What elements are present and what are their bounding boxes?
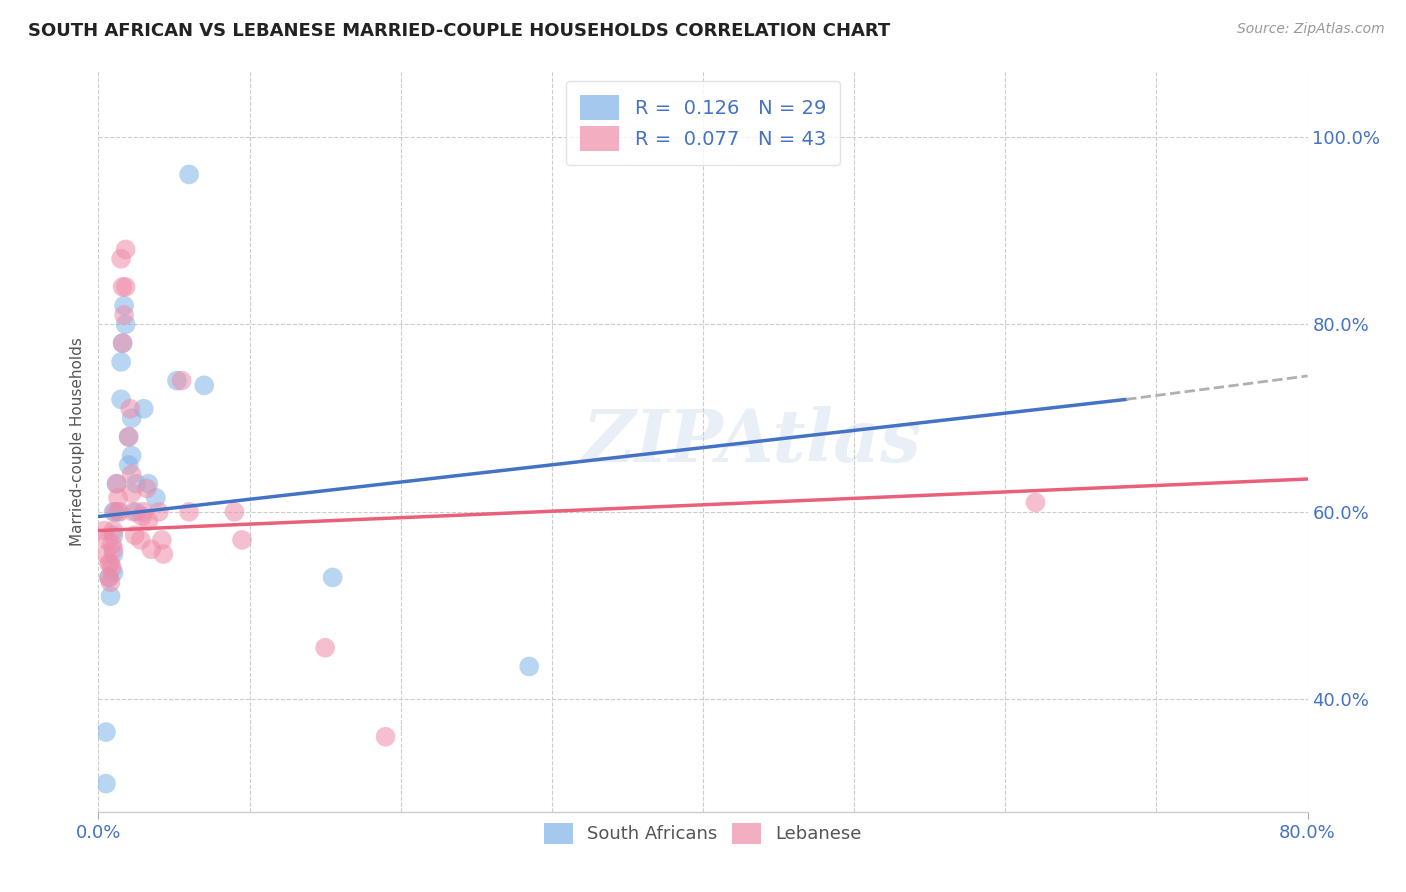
Point (121, 449, 143, 463)
Point (114, 243, 136, 257)
Point (103, 524, 125, 538)
Point (179, 505, 201, 519)
Point (100, 557, 122, 571)
Point (112, 299, 135, 313)
Point (136, 476, 159, 491)
Point (314, 640, 336, 655)
Point (125, 505, 148, 519)
Text: Source: ZipAtlas.com: Source: ZipAtlas.com (1237, 22, 1385, 37)
Point (517, 659, 540, 673)
Point (94, 725, 117, 739)
Point (111, 336, 134, 351)
Point (104, 505, 127, 519)
Point (111, 280, 134, 294)
Point (120, 401, 142, 416)
Point (121, 411, 143, 425)
Point (103, 566, 125, 580)
Point (110, 355, 132, 369)
Point (114, 318, 136, 332)
Point (103, 505, 125, 519)
Point (145, 491, 167, 505)
Point (121, 486, 143, 500)
Point (94, 776, 117, 790)
Point (105, 476, 128, 491)
Point (131, 509, 153, 524)
Point (103, 547, 125, 561)
Point (125, 476, 148, 491)
Point (108, 505, 131, 519)
Point (114, 280, 136, 294)
Point (141, 542, 163, 557)
Point (105, 476, 128, 491)
Point (374, 730, 396, 744)
Legend: South Africans, Lebanese: South Africans, Lebanese (537, 815, 869, 851)
Point (98, 570, 121, 584)
Point (103, 542, 125, 557)
Point (118, 430, 141, 444)
Point (98, 557, 121, 571)
Point (118, 458, 141, 472)
Point (94, 547, 117, 561)
Point (193, 378, 215, 392)
Point (132, 505, 155, 519)
Point (150, 533, 173, 547)
Point (107, 505, 129, 519)
Point (152, 547, 174, 561)
Text: ZIPAtlas: ZIPAtlas (582, 406, 921, 477)
Point (121, 467, 143, 482)
Point (98, 570, 121, 584)
Point (110, 392, 132, 407)
Point (136, 514, 159, 528)
Y-axis label: Married-couple Households: Married-couple Households (70, 337, 86, 546)
Point (166, 374, 188, 388)
Point (129, 533, 152, 547)
Point (103, 528, 125, 542)
Point (322, 570, 344, 584)
Point (96, 533, 118, 547)
Point (107, 491, 129, 505)
Point (1024, 495, 1046, 509)
Point (224, 505, 246, 519)
Point (93, 524, 115, 538)
Point (148, 505, 170, 519)
Point (101, 538, 124, 552)
Point (101, 561, 124, 575)
Point (118, 430, 141, 444)
Point (100, 589, 122, 603)
Point (132, 401, 155, 416)
Point (112, 308, 135, 322)
Point (179, 168, 201, 182)
Point (111, 336, 134, 351)
Point (135, 482, 157, 496)
Text: SOUTH AFRICAN VS LEBANESE MARRIED-COUPLE HOUSEHOLDS CORRELATION CHART: SOUTH AFRICAN VS LEBANESE MARRIED-COUPLE… (28, 22, 890, 40)
Point (231, 533, 253, 547)
Point (100, 575, 122, 590)
Point (110, 252, 132, 266)
Point (170, 374, 193, 388)
Point (122, 505, 145, 519)
Point (124, 528, 146, 542)
